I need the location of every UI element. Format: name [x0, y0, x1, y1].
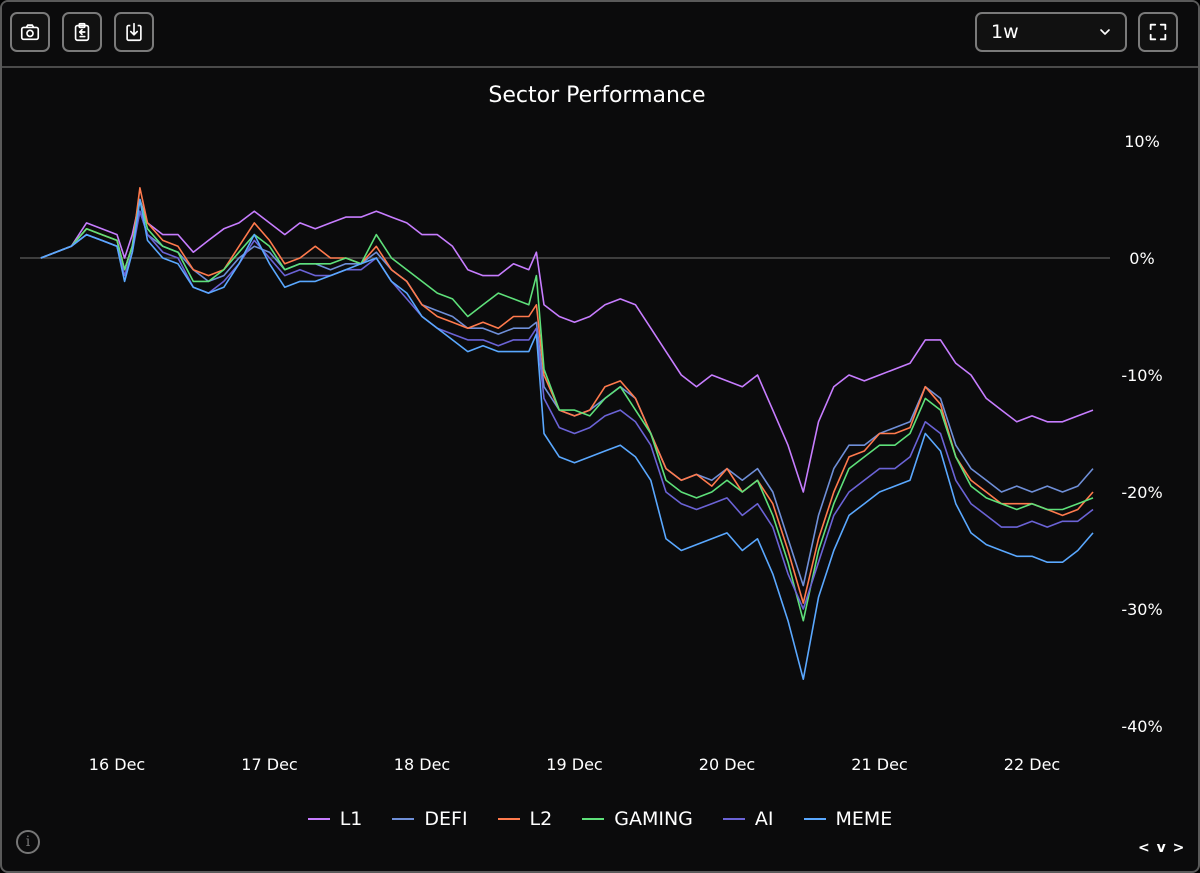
y-tick-label: -10%: [1121, 366, 1162, 385]
y-tick-label: -40%: [1121, 717, 1162, 736]
series-line-defi: [40, 210, 1094, 587]
screenshot-button[interactable]: [10, 12, 50, 52]
legend-item-ai[interactable]: AI: [722, 808, 774, 830]
legend-swatch: [307, 818, 330, 820]
x-tick-label: 20 Dec: [699, 755, 755, 774]
x-tick-label: 18 Dec: [394, 755, 450, 774]
legend-item-l1[interactable]: L1: [307, 808, 363, 830]
chevron-down-icon: [1100, 29, 1110, 35]
download-icon: [126, 22, 142, 42]
series-line-l1: [40, 198, 1094, 493]
info-glyph: i: [25, 834, 31, 850]
series-line-l2: [40, 187, 1094, 604]
x-tick-label: 17 Dec: [241, 755, 297, 774]
y-tick-label: 10%: [1124, 132, 1160, 151]
line-chart: Sector Performance 10% 0% -10% -20% -30% -40%…: [20, 83, 1163, 774]
legend-label: AI: [754, 808, 774, 830]
x-tick-label: 16 Dec: [89, 755, 145, 774]
legend-item-meme[interactable]: MEME: [803, 808, 893, 830]
range-value: 1w: [991, 21, 1019, 43]
fullscreen-button[interactable]: [1138, 12, 1178, 52]
legend-label: L2: [529, 808, 553, 830]
clipboard-icon: [74, 22, 90, 42]
fullscreen-icon: [1149, 23, 1167, 41]
legend-item-gaming[interactable]: GAMING: [582, 808, 693, 830]
legend-label: DEFI: [424, 808, 468, 830]
x-tick-label: 21 Dec: [851, 755, 907, 774]
x-tick-label: 19 Dec: [546, 755, 602, 774]
copy-button[interactable]: [62, 12, 102, 52]
series-line-gaming: [40, 198, 1094, 622]
y-tick-label: -30%: [1121, 600, 1162, 619]
legend-item-l2[interactable]: L2: [497, 808, 553, 830]
legend-item-defi[interactable]: DEFI: [392, 808, 468, 830]
y-tick-label: -20%: [1121, 483, 1162, 502]
legend-swatch: [722, 818, 745, 820]
camera-icon: [20, 24, 40, 41]
y-tick-label: 0%: [1129, 249, 1154, 268]
download-button[interactable]: [114, 12, 154, 52]
legend-label: L1: [339, 808, 363, 830]
legend-label: GAMING: [614, 808, 693, 830]
x-tick-label: 22 Dec: [1004, 755, 1060, 774]
chart-title: Sector Performance: [488, 83, 705, 108]
legend-swatch: [582, 818, 605, 820]
info-icon[interactable]: i: [16, 830, 40, 854]
range-select[interactable]: 1w: [975, 12, 1127, 52]
nav-arrows[interactable]: < v >: [1138, 840, 1186, 856]
legend-swatch: [392, 818, 415, 820]
legend-label: MEME: [835, 808, 893, 830]
legend-swatch: [497, 818, 520, 820]
legend-swatch: [803, 818, 826, 820]
series-line-meme: [40, 198, 1094, 680]
legend: L1 DEFI L2 GAMING AI MEME: [2, 808, 1198, 830]
toolbar: 1w: [2, 2, 1198, 68]
